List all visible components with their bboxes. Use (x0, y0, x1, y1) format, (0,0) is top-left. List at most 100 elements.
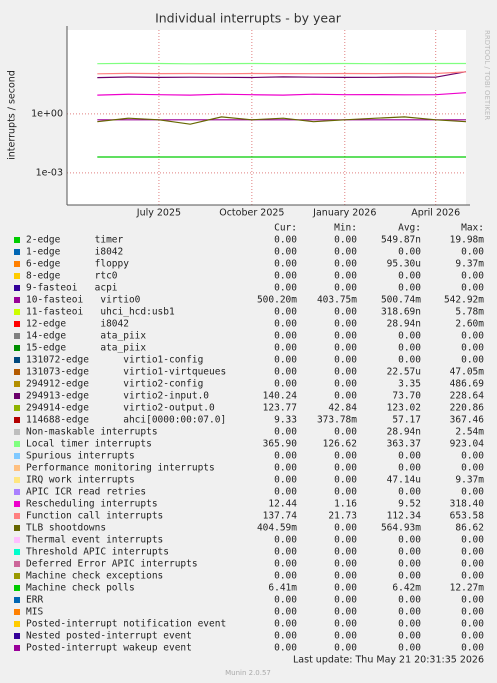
legend-swatch (14, 453, 20, 459)
legend-header: Min: (334, 223, 357, 234)
legend-label: TLB shootdowns (26, 523, 106, 534)
legend-stat: 0.00 (398, 487, 421, 498)
legend-stat: 0.00 (274, 547, 297, 558)
y-tick-label: 1e+00 (31, 108, 63, 119)
legend-stat: 0.00 (461, 283, 484, 294)
chart-title: Individual interrupts - by year (155, 11, 342, 26)
legend-stat: 363.37 (387, 439, 421, 450)
legend-swatch (14, 489, 20, 495)
legend-label: Local timer interrupts (26, 439, 152, 450)
legend-label: 10-fasteoi virtio0 (26, 295, 141, 306)
legend-stat: 0.00 (274, 247, 297, 258)
legend-header: Cur: (274, 223, 297, 234)
legend-stat: 228.64 (450, 391, 485, 402)
legend-stat: 0.00 (461, 619, 484, 630)
legend-swatch (14, 369, 20, 375)
series-line (97, 71, 467, 75)
legend-stat: 0.00 (398, 535, 421, 546)
legend-stat: 318.69n (381, 307, 421, 318)
legend-swatch (14, 573, 20, 579)
legend-swatch (14, 357, 20, 363)
legend-stat: 2.54m (455, 427, 484, 438)
legend-stat: 140.24 (263, 391, 298, 402)
legend-stat: 0.00 (398, 559, 421, 570)
legend-stat: 0.00 (274, 595, 297, 606)
legend-stat: 0.00 (334, 283, 357, 294)
legend-stat: 0.00 (334, 463, 357, 474)
legend-header: Max: (461, 223, 484, 234)
legend-stat: 0.00 (274, 259, 297, 270)
legend-stat: 564.93m (381, 523, 421, 534)
legend-stat: 0.00 (461, 595, 484, 606)
legend-stat: 0.00 (334, 583, 357, 594)
legend-stat: 0.00 (274, 451, 297, 462)
legend-stat: 220.86 (450, 403, 485, 414)
legend-stat: 0.00 (334, 235, 357, 246)
legend-label: 14-edge ata_piix (26, 331, 146, 342)
legend-swatch (14, 237, 20, 243)
legend-stat: 0.00 (398, 271, 421, 282)
legend-stat: 0.00 (274, 319, 297, 330)
legend-stat: 126.62 (323, 439, 357, 450)
legend-label: 11-fasteoi uhci_hcd:usb1 (26, 307, 175, 318)
legend-label: Machine check polls (26, 583, 135, 594)
legend-stat: 0.00 (334, 271, 357, 282)
legend-stat: 28.94n (387, 319, 421, 330)
legend-stat: 2.60m (455, 319, 484, 330)
legend-swatch (14, 393, 20, 399)
legend-stat: 542.92m (444, 295, 484, 306)
legend-stat: 0.00 (398, 595, 421, 606)
legend-swatch (14, 285, 20, 291)
legend-swatch (14, 417, 20, 423)
legend-stat: 112.34 (387, 511, 422, 522)
legend-label: Performance monitoring interrupts (26, 463, 215, 474)
legend-stat: 0.00 (398, 643, 421, 654)
legend-stat: 9.37m (455, 259, 484, 270)
series-line (97, 116, 467, 125)
legend-swatch (14, 321, 20, 327)
legend-swatch (14, 429, 20, 435)
legend-stat: 0.00 (274, 571, 297, 582)
legend-stat: 367.46 (450, 415, 485, 426)
legend-stat: 42.84 (328, 403, 357, 414)
legend-stat: 57.17 (392, 415, 421, 426)
legend-stat: 403.75m (317, 295, 357, 306)
legend-stat: 0.00 (334, 331, 357, 342)
legend-stat: 404.59m (257, 523, 297, 534)
legend-stat: 6.42m (392, 583, 421, 594)
legend-stat: 0.00 (274, 343, 297, 354)
legend-stat: 0.00 (334, 379, 357, 390)
legend-stat: 486.69 (450, 379, 485, 390)
legend-stat: 9.52 (398, 499, 421, 510)
legend-swatch (14, 381, 20, 387)
legend-stat: 0.00 (274, 235, 297, 246)
legend-stat: 549.87n (381, 235, 421, 246)
legend-stat: 0.00 (461, 463, 484, 474)
legend-stat: 0.00 (334, 319, 357, 330)
legend-label: 2-edge timer (26, 235, 124, 246)
legend-swatch (14, 477, 20, 483)
legend-swatch (14, 645, 20, 651)
legend-label: 8-edge rtc0 (26, 271, 118, 282)
legend-stat: 0.00 (274, 355, 297, 366)
legend-stat: 0.00 (274, 379, 297, 390)
series-line (97, 71, 467, 79)
legend-label: Thermal event interrupts (26, 535, 163, 546)
legend-stat: 0.00 (274, 607, 297, 618)
legend-stat: 0.00 (334, 643, 357, 654)
legend-stat: 0.00 (274, 487, 297, 498)
legend-stat: 0.00 (334, 631, 357, 642)
legend-stat: 0.00 (274, 367, 297, 378)
legend-label: APIC ICR read retries (26, 487, 146, 498)
legend-stat: 0.00 (334, 367, 357, 378)
legend-stat: 21.73 (328, 511, 357, 522)
legend-swatch (14, 609, 20, 615)
x-tick-label: January 2026 (312, 208, 376, 219)
legend-swatch (14, 261, 20, 267)
legend-swatch (14, 441, 20, 447)
legend-header: Avg: (398, 223, 421, 234)
legend-stat: 0.00 (398, 619, 421, 630)
legend-label: 114688-edge ahci[0000:00:07.0] (26, 415, 226, 426)
legend-stat: 0.00 (398, 631, 421, 642)
legend-stat: 0.00 (274, 619, 297, 630)
